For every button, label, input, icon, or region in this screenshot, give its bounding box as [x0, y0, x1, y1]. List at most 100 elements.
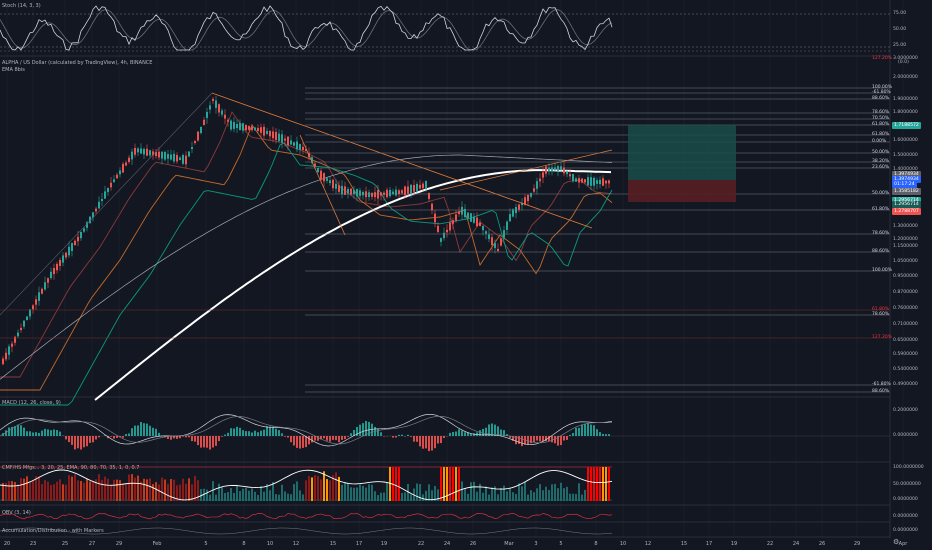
macd-histogram-bar: [428, 436, 430, 452]
cmf-bar: [476, 491, 478, 501]
cmf-bar: [95, 479, 97, 501]
cmf-bar: [137, 475, 139, 501]
candle-body: [218, 104, 220, 113]
candle-body: [11, 343, 13, 347]
macd-histogram-bar: [380, 432, 382, 436]
lower-pane-axis-label: 0.0000000: [893, 528, 918, 533]
cmf-bar: [254, 491, 256, 501]
candle-body: [446, 229, 448, 233]
cmf-bar: [41, 484, 43, 501]
candle-body: [572, 174, 574, 182]
cmf-bar: [311, 477, 313, 501]
candle-body: [227, 119, 229, 122]
macd-histogram-bar: [365, 421, 367, 436]
price-axis-label: 1.4000000: [893, 167, 918, 172]
cmf-bar: [443, 467, 445, 501]
candle-body: [113, 179, 115, 183]
cmf-bar: [497, 494, 499, 501]
date-axis-label: 26: [818, 541, 826, 547]
macd-title: MACD (12, 26, close, 9): [2, 400, 61, 406]
candle-body: [95, 208, 97, 212]
candle-body: [116, 174, 118, 179]
candle-body: [578, 178, 580, 183]
fib-level-label: -61.80%: [872, 90, 891, 95]
price-axis-label: 1.5000000: [893, 153, 918, 158]
candle-body: [554, 167, 556, 171]
date-axis-label: 5: [559, 541, 563, 547]
macd-histogram-bar: [371, 423, 373, 436]
cmf-bar: [350, 487, 352, 501]
candle-body: [284, 138, 286, 141]
cmf-bar: [110, 484, 112, 501]
macd-histogram-bar: [233, 428, 235, 436]
cmf-axis-label: 50.0000000: [893, 482, 921, 487]
candle-body: [278, 133, 280, 141]
cmf-bar: [158, 484, 160, 501]
settings-icon[interactable]: ⚙: [893, 538, 900, 546]
date-axis-label: 10: [266, 541, 274, 547]
fib-level-label: 100.00%: [872, 85, 893, 90]
candle-body: [302, 146, 304, 150]
macd-histogram-bar: [8, 427, 10, 436]
cmf-bar: [200, 489, 202, 501]
macd-histogram-bar: [206, 436, 208, 448]
macd-histogram-bar: [455, 431, 457, 436]
cmf-bar: [308, 476, 310, 501]
cmf-bar: [212, 481, 214, 501]
price-axis-label: 0.7100000: [893, 322, 918, 327]
cmf-bar: [422, 494, 424, 501]
candle-body: [143, 148, 145, 155]
candle-body: [179, 157, 181, 161]
macd-histogram-bar: [452, 432, 454, 436]
price-axis-label: 1.0500000: [893, 259, 918, 264]
cmf-bar: [566, 486, 568, 501]
macd-histogram-bar: [557, 436, 559, 446]
macd-histogram-bar: [116, 436, 118, 438]
fib-ext-label: 127.20%: [872, 56, 893, 61]
candle-body: [8, 346, 10, 355]
cmf-bar: [152, 484, 154, 501]
macd-histogram-bar: [77, 436, 79, 449]
macd-histogram-bar: [410, 436, 412, 437]
price-axis-label: 0.8700000: [893, 290, 918, 295]
macd-histogram-bar: [440, 436, 442, 444]
cmf-bar: [332, 475, 334, 501]
candle-body: [494, 243, 496, 249]
candle-body: [344, 186, 346, 195]
candle-body: [512, 209, 514, 217]
macd-histogram-bar: [149, 425, 151, 436]
cmf-bar: [47, 481, 49, 501]
date-axis-label: 8: [594, 541, 598, 547]
cmf-bar: [536, 488, 538, 501]
candle-body: [389, 189, 391, 197]
macd-histogram-bar: [587, 423, 589, 436]
candle-body: [587, 177, 589, 186]
macd-histogram-bar: [467, 432, 469, 436]
price-axis-label: 0.7600000: [893, 306, 918, 311]
cmf-bar: [590, 467, 592, 501]
cmf-bar: [407, 484, 409, 501]
candle-body: [464, 208, 466, 218]
macd-histogram-bar: [167, 436, 169, 439]
price-axis-label: 1.3000000: [893, 224, 918, 229]
cmf-bar: [269, 490, 271, 501]
cmf-bar: [467, 493, 469, 501]
candle-body: [419, 184, 421, 189]
cmf-axis-label: 100.0000000: [893, 465, 924, 470]
candle-body: [524, 197, 526, 205]
date-axis-label: 3: [534, 541, 538, 547]
macd-histogram-bar: [392, 436, 394, 438]
cmf-bar: [59, 479, 61, 501]
candle-body: [287, 136, 289, 146]
candle-body: [332, 179, 334, 189]
macd-histogram-bar: [584, 423, 586, 436]
price-tag: 1.3585182: [892, 188, 921, 195]
cmf-bar: [11, 481, 13, 501]
candle-body: [434, 213, 436, 223]
candle-body: [548, 167, 550, 172]
macd-histogram-bar: [17, 424, 19, 436]
cmf-bar: [227, 492, 229, 501]
candle-body: [353, 190, 355, 195]
fib-trend-line: [0, 92, 213, 316]
